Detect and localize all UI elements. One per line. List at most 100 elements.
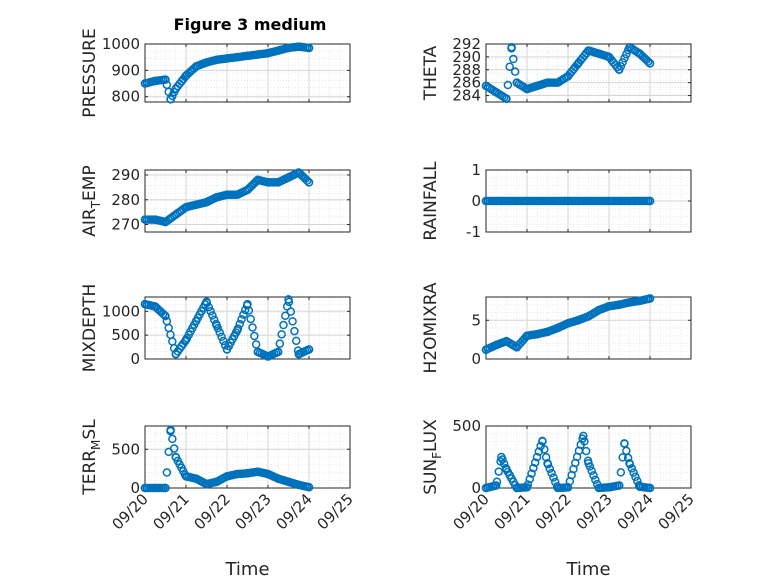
data-point xyxy=(222,190,232,200)
data-point xyxy=(162,468,172,477)
data-point xyxy=(492,340,501,350)
data-point xyxy=(251,340,261,349)
y-tick-label: 0 xyxy=(130,479,140,497)
data-point xyxy=(494,467,504,476)
data-point xyxy=(492,477,502,486)
data-point xyxy=(618,453,627,462)
y-tick-label: 0 xyxy=(130,350,140,368)
data-point xyxy=(253,467,262,476)
data-point xyxy=(253,50,262,59)
data-point xyxy=(574,316,583,325)
data-point xyxy=(274,178,283,187)
data-point xyxy=(206,307,215,316)
data-point xyxy=(151,302,160,311)
axes-box xyxy=(485,425,692,489)
data-point xyxy=(645,294,655,303)
data-point xyxy=(604,302,614,311)
subplot-sun-flux: 0500SUNFLUX09/2009/2109/2209/2309/2409/2… xyxy=(421,417,698,580)
y-tick-label: 1 xyxy=(471,161,481,179)
data-point xyxy=(543,78,552,87)
data-point xyxy=(594,305,603,315)
y-tick-label: 1000 xyxy=(102,35,140,53)
data-point xyxy=(620,53,629,63)
axes-box xyxy=(144,43,351,103)
data-point xyxy=(579,431,588,441)
y-tick-label: -1 xyxy=(466,223,481,241)
data-point xyxy=(151,215,160,224)
y-tick-label: 0 xyxy=(471,350,481,368)
data-point xyxy=(212,477,221,487)
y-axis-label: MIXDEPTH xyxy=(80,284,100,373)
y-tick-label: 286 xyxy=(452,74,481,92)
y-tick-label: 288 xyxy=(452,61,481,79)
data-point xyxy=(222,54,232,63)
data-point xyxy=(615,481,624,490)
data-point xyxy=(294,349,303,359)
y-axis-label: PRESSURE xyxy=(80,28,100,117)
data-point xyxy=(243,185,252,195)
data-point xyxy=(618,58,627,67)
data-point xyxy=(217,332,226,341)
data-point xyxy=(151,76,160,86)
data-point xyxy=(243,299,252,309)
data-point xyxy=(253,175,262,185)
data-point xyxy=(481,196,491,206)
data-point xyxy=(502,336,511,346)
data-point xyxy=(161,75,170,84)
data-point xyxy=(171,210,180,219)
data-point xyxy=(215,328,224,337)
y-tick-label: 0 xyxy=(471,479,481,497)
data-point xyxy=(553,483,562,493)
data-point xyxy=(284,295,293,304)
data-point xyxy=(304,482,314,492)
data-point xyxy=(263,48,273,58)
data-point xyxy=(212,321,221,330)
data-point xyxy=(181,335,191,345)
data-point xyxy=(635,49,644,58)
data-point xyxy=(529,463,538,473)
y-tick-label: 5 xyxy=(471,311,481,329)
axes-box xyxy=(144,296,351,360)
y-tick-label: 280 xyxy=(111,191,140,209)
data-point xyxy=(512,343,521,352)
data-point xyxy=(540,445,549,454)
data-point xyxy=(208,311,217,320)
data-point xyxy=(530,458,540,467)
data-point xyxy=(274,46,283,55)
data-point xyxy=(543,458,552,468)
data-point xyxy=(622,446,631,456)
x-tick-label: 09/24 xyxy=(273,490,316,533)
data-point xyxy=(246,314,255,324)
data-point xyxy=(587,466,596,476)
data-point xyxy=(481,345,491,354)
data-point xyxy=(181,202,191,212)
y-tick-label: 270 xyxy=(111,216,140,234)
data-point xyxy=(169,444,179,453)
data-point xyxy=(304,345,314,354)
data-point xyxy=(233,52,242,62)
y-tick-label: 290 xyxy=(452,48,481,66)
data-point xyxy=(290,326,299,336)
data-point xyxy=(522,84,532,94)
data-point xyxy=(304,178,314,187)
data-point xyxy=(140,79,150,88)
y-axis-label: AIRTEMP xyxy=(80,165,103,236)
subplot-terr-msl: 0500TERRMSL09/2009/2109/2209/2309/2409/2… xyxy=(80,419,357,580)
y-tick-label: 290 xyxy=(111,166,140,184)
data-point xyxy=(547,468,556,478)
x-tick-label: 09/21 xyxy=(491,490,534,533)
y-axis-label: SUNFLUX xyxy=(421,419,444,495)
data-point xyxy=(202,58,211,67)
data-point xyxy=(171,349,180,359)
x-axis-label: Time xyxy=(565,559,610,580)
data-point xyxy=(263,352,273,361)
data-point xyxy=(304,43,314,53)
data-point xyxy=(507,42,516,52)
data-point xyxy=(302,176,312,185)
axes-box xyxy=(485,43,692,103)
data-point xyxy=(584,312,593,321)
data-point xyxy=(284,477,293,487)
data-point xyxy=(584,458,593,468)
